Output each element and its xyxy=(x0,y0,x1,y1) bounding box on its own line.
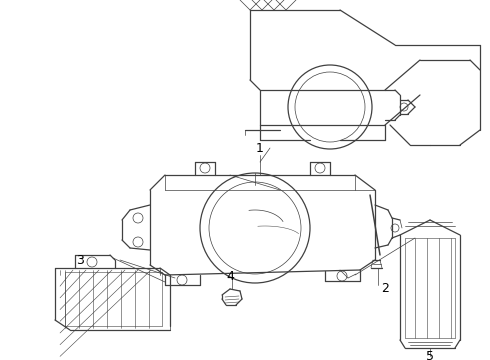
Text: 4: 4 xyxy=(226,270,234,283)
Text: 1: 1 xyxy=(256,141,264,154)
Text: 3: 3 xyxy=(76,253,84,266)
Text: 2: 2 xyxy=(381,282,389,294)
Text: 5: 5 xyxy=(426,350,434,360)
